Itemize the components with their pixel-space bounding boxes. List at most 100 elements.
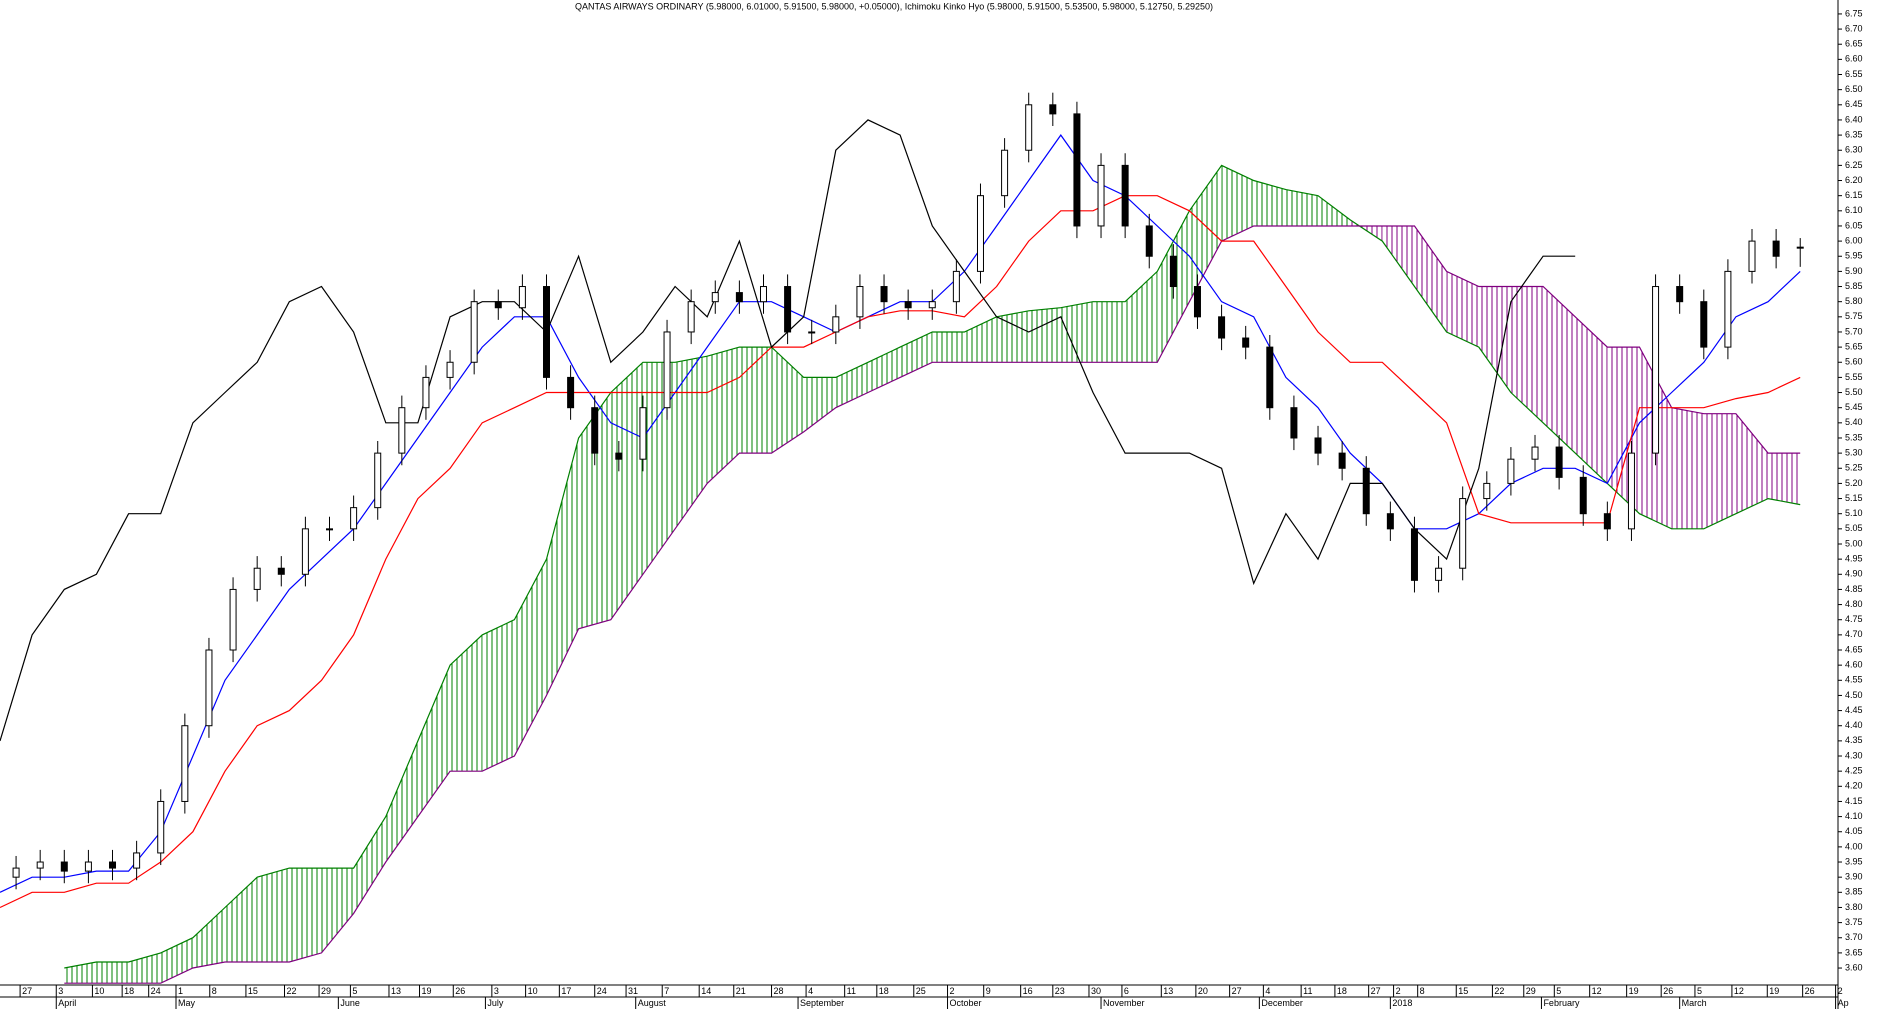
y-tick-label: 6.75	[1845, 8, 1863, 18]
candle-body	[133, 852, 141, 869]
cloud-segment	[803, 377, 836, 432]
candle-body	[542, 286, 550, 378]
cloud-segment	[1092, 301, 1126, 363]
y-tick-label: 5.55	[1845, 372, 1863, 382]
y-tick-label: 6.70	[1845, 23, 1863, 33]
cloud-segment	[192, 907, 226, 969]
candle-body	[687, 301, 695, 333]
candle-body	[181, 725, 189, 802]
candle-body	[832, 316, 840, 333]
x-tick-label: 2	[1396, 986, 1401, 996]
y-tick-label: 3.80	[1845, 902, 1863, 912]
cloud-segment	[578, 392, 611, 629]
candle-body	[1025, 104, 1033, 151]
candle-body	[253, 567, 261, 590]
candle-body	[735, 292, 743, 303]
y-tick-label: 4.15	[1845, 796, 1863, 806]
candle-body	[591, 407, 599, 454]
y-tick-label: 6.10	[1845, 205, 1863, 215]
candle-body	[1242, 337, 1250, 348]
cloud-segment	[385, 740, 418, 863]
y-tick-label: 3.90	[1845, 872, 1863, 882]
y-tick-label: 4.20	[1845, 781, 1863, 791]
x-tick-label: 19	[1629, 986, 1639, 996]
candle-body	[60, 861, 68, 872]
x-tick-label: 19	[422, 986, 432, 996]
candle-body	[928, 301, 936, 309]
cloud-segment	[64, 961, 97, 984]
candle-body	[1507, 458, 1515, 484]
candle-body	[205, 649, 213, 727]
cloud-segment	[321, 868, 354, 953]
candle-body	[976, 195, 984, 272]
cloud-segment	[835, 362, 868, 408]
cloud-segment	[1382, 225, 1415, 287]
month-label: November	[1103, 998, 1145, 1008]
x-tick-label: 29	[321, 986, 331, 996]
x-tick-label: 22	[1494, 986, 1504, 996]
y-tick-label: 4.30	[1845, 750, 1863, 760]
cloud-segment	[1671, 407, 1704, 529]
cloud-segment	[1221, 165, 1254, 242]
cloud-segment	[771, 347, 804, 454]
candle-body	[1676, 286, 1684, 303]
candle-body	[808, 331, 816, 334]
month-label: July	[487, 998, 504, 1008]
x-tick-label: 25	[916, 986, 926, 996]
x-tick-label: 18	[879, 986, 889, 996]
x-tick-label: 8	[212, 986, 217, 996]
y-tick-label: 5.90	[1845, 266, 1863, 276]
candle-body	[277, 567, 285, 575]
y-tick-label: 5.70	[1845, 326, 1863, 336]
cloud-segment	[1510, 286, 1544, 423]
x-tick-label: 2	[1838, 986, 1843, 996]
candle-body	[1049, 104, 1057, 115]
candle-body	[1266, 346, 1274, 409]
candle-body	[1555, 446, 1563, 478]
span-b-line	[64, 225, 1801, 984]
cloud-segment	[964, 316, 997, 363]
y-tick-label: 3.85	[1845, 887, 1863, 897]
candle-body	[759, 286, 767, 303]
candle-body	[663, 331, 671, 409]
x-tick-label: 24	[597, 986, 607, 996]
cloud-segment	[1060, 301, 1093, 363]
span-a-line	[64, 164, 1801, 969]
x-tick-label: 11	[1303, 986, 1312, 996]
x-tick-label: 10	[528, 986, 538, 996]
y-tick-label: 3.70	[1845, 932, 1863, 942]
candle-body	[1652, 286, 1660, 454]
x-tick-label: 27	[1371, 986, 1381, 996]
candle-body	[350, 507, 358, 530]
candle-body	[1627, 452, 1635, 530]
candle-body	[615, 452, 623, 460]
month-label: Ap	[1838, 998, 1849, 1008]
cloud-segment	[289, 868, 322, 962]
cloud-segment	[675, 356, 708, 529]
x-tick-label: 5	[352, 986, 357, 996]
month-label: June	[340, 998, 360, 1008]
y-tick-label: 3.60	[1845, 962, 1863, 972]
month-label: October	[950, 998, 982, 1008]
candle-body	[1724, 270, 1732, 348]
y-tick-label: 6.30	[1845, 145, 1863, 155]
x-tick-label: 18	[124, 986, 134, 996]
candle-body	[157, 800, 165, 854]
x-tick-label: 21	[736, 986, 746, 996]
y-tick-label: 5.60	[1845, 357, 1863, 367]
x-tick-label: 28	[774, 986, 784, 996]
candle-body	[446, 361, 454, 378]
candle-body	[326, 528, 334, 531]
cloud-segment	[353, 816, 386, 914]
candle-body	[1410, 528, 1418, 581]
x-tick-label: 27	[1232, 986, 1242, 996]
x-tick-label: 24	[151, 986, 161, 996]
y-tick-label: 6.45	[1845, 99, 1863, 109]
candle-body	[1121, 164, 1129, 227]
cloud-segment	[932, 331, 965, 363]
x-tick-label: 4	[808, 986, 813, 996]
y-tick-label: 4.70	[1845, 629, 1863, 639]
y-tick-label: 3.75	[1845, 917, 1863, 927]
cloud-segment	[739, 347, 772, 454]
